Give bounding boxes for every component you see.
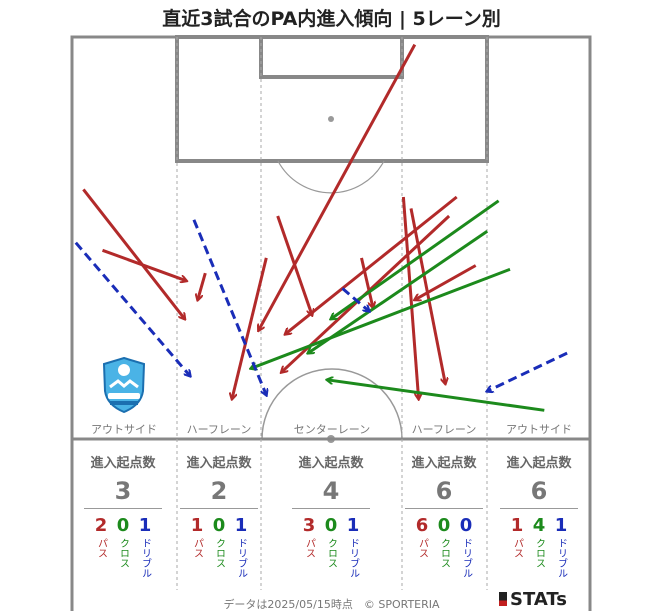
pass-arrow-10 [401, 196, 418, 399]
pass-count: 1 [510, 515, 524, 536]
lane-name-4: ハーフレーン [411, 423, 477, 436]
stats-logo-text: STATs [510, 589, 567, 610]
cross-count: 4 [532, 515, 546, 536]
dribble-count: 1 [138, 515, 152, 536]
pass-count: 6 [415, 515, 429, 536]
arrows-layer [74, 43, 568, 412]
club-badge-icon [102, 357, 146, 413]
cross-label: クロス [213, 538, 225, 568]
dribble-count: 1 [234, 515, 248, 536]
chart-title: 直近3試合のPA内進入傾向 | 5レーン別 [162, 8, 501, 30]
pass-label: パス [303, 538, 315, 558]
cross-label: クロス [533, 538, 545, 568]
cross-arrow-14 [251, 267, 511, 368]
pass-label: パス [511, 538, 523, 558]
pass-arrow-3 [198, 272, 207, 300]
pass-arrow-9 [285, 195, 458, 334]
pass-arrow-12 [415, 264, 477, 300]
stat-label: 進入起点数 [298, 456, 364, 471]
lane-name-2: ハーフレーン [186, 423, 252, 436]
stat-label: 進入起点数 [186, 456, 252, 471]
lane-stats-4: 進入起点数 6 6 パス 0 クロス 0 ドリブル [405, 452, 483, 578]
stat-label: 進入起点数 [411, 456, 477, 471]
dribble-label: ドリブル [347, 538, 359, 578]
pass-arrow-7 [360, 257, 373, 308]
stats-logo: STATs [499, 589, 567, 610]
cross-count: 0 [437, 515, 451, 536]
dribble-label: ドリブル [235, 538, 247, 578]
lane-dividers [176, 37, 488, 590]
penalty-spot [328, 116, 334, 122]
stat-total: 2 [210, 477, 228, 505]
pass-label: パス [191, 538, 203, 558]
cross-label: クロス [117, 538, 129, 568]
cross-arrow-15 [308, 230, 489, 353]
cross-count: 0 [212, 515, 226, 536]
cross-count: 0 [324, 515, 338, 536]
pass-arrow-2 [101, 248, 187, 280]
penalty-arc [277, 160, 385, 194]
lane-stats-2: 進入起点数 2 1 パス 0 クロス 1 ドリブル [180, 452, 258, 578]
lane-name-5: アウトサイド [506, 423, 572, 436]
pass-arrow-1 [82, 188, 184, 319]
pass-count: 1 [190, 515, 204, 536]
dribble-arrow-17 [74, 241, 190, 376]
penalty-area [175, 35, 489, 163]
stat-label: 進入起点数 [506, 456, 572, 471]
stat-total: 4 [322, 477, 340, 505]
stats-logo-icon [499, 592, 507, 606]
dribble-count: 1 [346, 515, 360, 536]
lane-name-3: センターレーン [293, 423, 371, 436]
cross-arrow-16 [331, 199, 500, 319]
dribble-label: ドリブル [555, 538, 567, 578]
stat-total: 6 [435, 477, 453, 505]
pass-label: パス [95, 538, 107, 558]
center-circle [261, 368, 403, 440]
pass-arrow-4 [232, 257, 268, 399]
cross-arrow-13 [327, 380, 545, 412]
dribble-arrow-19 [341, 287, 369, 311]
cross-count: 0 [116, 515, 130, 536]
lane-stats-3: 進入起点数 4 3 パス 0 クロス 1 ドリブル [292, 452, 370, 578]
dribble-arrow-20 [487, 351, 568, 391]
pass-label: パス [416, 538, 428, 558]
dribble-label: ドリブル [460, 538, 472, 578]
dribble-arrow-18 [192, 219, 266, 395]
lane-stats-5: 進入起点数 6 1 パス 4 クロス 1 ドリブル [500, 452, 578, 578]
lane-stats-1: 進入起点数 3 2 パス 0 クロス 1 ドリブル [84, 452, 162, 578]
pass-count: 2 [94, 515, 108, 536]
goal-area [259, 35, 404, 79]
pass-arrow-11 [409, 208, 445, 383]
footer-credit: データは2025/05/15時点 © SPORTERIA [223, 598, 440, 611]
stat-label: 進入起点数 [90, 456, 156, 471]
pass-count: 3 [302, 515, 316, 536]
cross-label: クロス [325, 538, 337, 568]
lane-name-1: アウトサイド [91, 423, 157, 436]
cross-label: クロス [438, 538, 450, 568]
dribble-label: ドリブル [139, 538, 151, 578]
dribble-count: 0 [459, 515, 473, 536]
pass-arrow-6 [259, 43, 417, 331]
stat-total: 6 [530, 477, 548, 505]
stat-total: 3 [114, 477, 132, 505]
dribble-count: 1 [554, 515, 568, 536]
